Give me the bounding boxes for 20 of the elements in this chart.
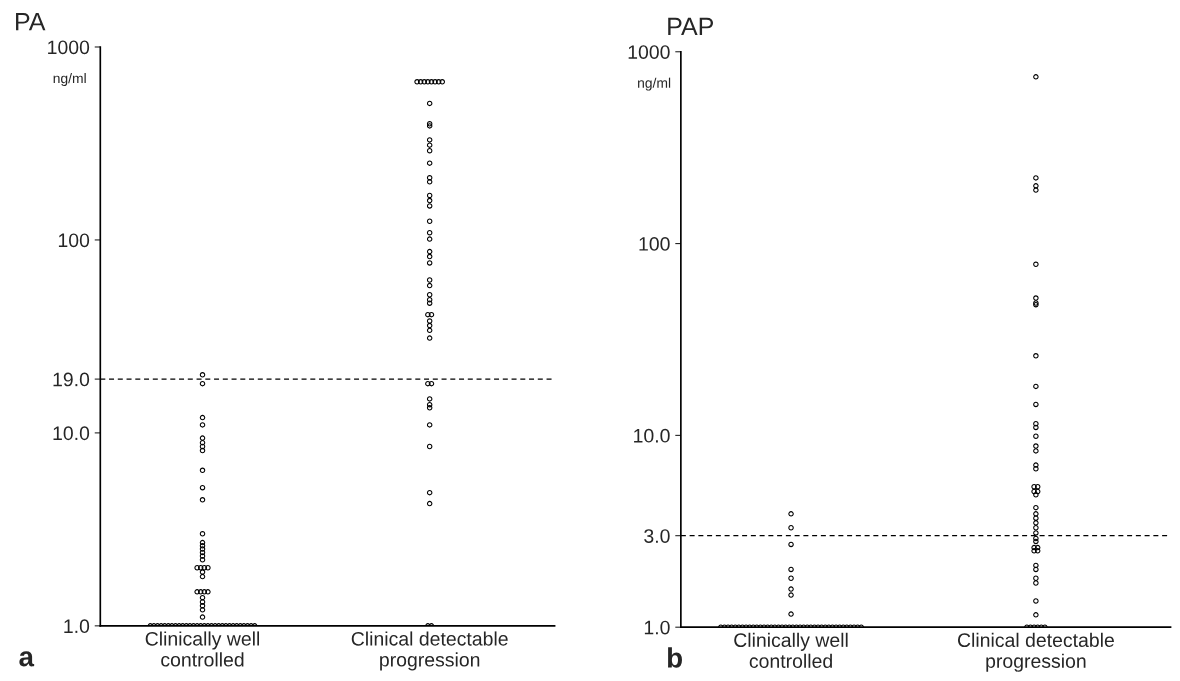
chart-title: PAP [668, 17, 714, 36]
y-tick-label: 1.0 [64, 619, 90, 634]
y-tick-label: 3.0 [644, 529, 670, 543]
x-tick-label: Clinical detectable progression [351, 631, 508, 671]
y-tick-label: 100 [58, 233, 90, 248]
text: b [668, 647, 682, 668]
x-tick-label: Clinically well controlled [145, 631, 260, 667]
text: a [19, 651, 35, 667]
y-tick-label: 100 [639, 237, 670, 251]
text: ng/ml [53, 73, 86, 86]
y-tick-label: 1.0 [644, 620, 670, 635]
text: ng/ml [638, 77, 671, 91]
y-tick-label: 1000 [48, 40, 90, 55]
y-tick-label: 10.0 [53, 426, 90, 441]
chart-title: PA [16, 13, 46, 31]
y-tick-label: 1000 [628, 45, 670, 59]
x-tick-label: Clinically well controlled [734, 632, 848, 668]
y-tick-label: 10.0 [634, 428, 670, 443]
y-tick-label: 19.0 [53, 372, 90, 387]
x-tick-label: Clinical detectable progression [957, 632, 1114, 672]
